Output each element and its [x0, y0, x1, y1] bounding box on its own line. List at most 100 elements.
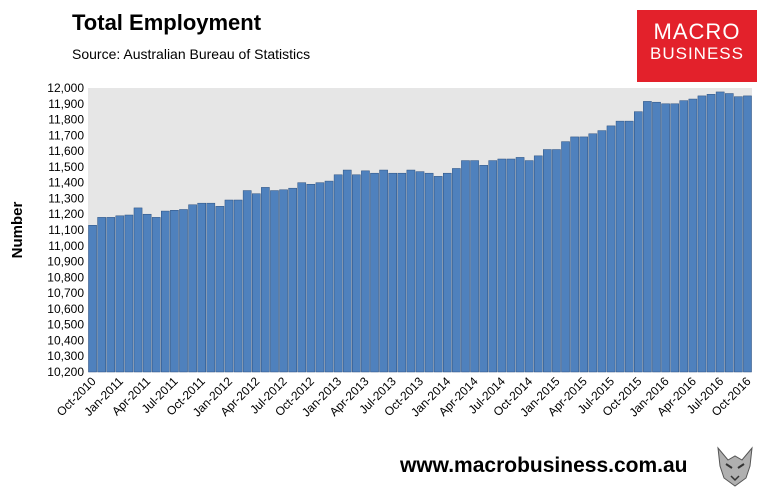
bar-Dec-2014: [543, 149, 552, 373]
y-tick-label: 11,500: [48, 160, 84, 174]
logo-line-2: BUSINESS: [650, 44, 744, 63]
y-tick-label: 10,900: [47, 255, 84, 269]
bar-Oct-2012: [306, 183, 316, 373]
y-tick-label: 10,200: [47, 365, 84, 379]
y-tick-label: 11,200: [48, 207, 84, 221]
footer-url: www.macrobusiness.com.au: [400, 454, 688, 477]
y-tick-label: 11,600: [48, 144, 84, 158]
bar-Mar-2013: [352, 174, 361, 373]
bar-Oct-2014: [524, 160, 534, 373]
bar-May-2013: [370, 172, 379, 373]
y-tick-label: 12,000: [47, 81, 84, 95]
y-tick-label: 10,700: [47, 286, 84, 300]
bar-May-2014: [479, 165, 488, 373]
bar-Apr-2012: [251, 193, 261, 373]
bar-Dec-2013: [433, 176, 443, 373]
bar-Jun-2013: [379, 169, 388, 373]
y-tick-label: 11,400: [48, 176, 84, 190]
bar-Jul-2013: [388, 172, 398, 373]
bar-Jan-2014: [442, 172, 452, 373]
bar-Oct-2011: [197, 202, 206, 373]
bar-Aug-2013: [397, 172, 407, 373]
y-tick-label: 11,100: [48, 223, 84, 237]
bar-Aug-2016: [724, 93, 734, 373]
y-tick-label: 10,400: [47, 333, 84, 347]
bar-Mar-2015: [570, 136, 579, 373]
bar-Jun-2014: [488, 160, 498, 373]
bar-Apr-2011: [142, 213, 152, 373]
y-tick-label: 11,000: [48, 239, 84, 253]
bar-Jul-2015: [606, 125, 616, 373]
bar-Mar-2011: [133, 207, 143, 373]
bar-Nov-2014: [533, 155, 543, 373]
bar-May-2016: [697, 95, 707, 373]
bar-Jan-2013: [333, 174, 343, 373]
y-tick-label: 11,800: [48, 113, 84, 127]
chart-title: Total Employment: [72, 10, 262, 35]
bar-May-2012: [261, 187, 270, 373]
bar-Feb-2014: [452, 168, 461, 373]
bar-Sep-2016: [734, 96, 743, 373]
bars-group: [88, 91, 752, 373]
bar-Dec-2012: [324, 180, 334, 373]
y-tick-label: 10,600: [47, 302, 84, 316]
y-tick-label: 10,300: [47, 349, 84, 363]
bar-Feb-2012: [233, 199, 243, 373]
bar-Apr-2014: [470, 160, 479, 373]
bar-Dec-2010: [106, 217, 116, 373]
bar-Jan-2015: [552, 149, 561, 373]
bar-Sep-2015: [624, 120, 634, 373]
bar-Feb-2013: [342, 169, 352, 373]
bar-Oct-2010: [88, 225, 97, 373]
bar-Apr-2015: [579, 136, 589, 373]
y-tick-label: 11,900: [48, 97, 84, 111]
bar-Jul-2012: [279, 189, 288, 373]
bar-Apr-2013: [361, 170, 370, 373]
bar-Jan-2012: [224, 199, 234, 373]
bar-Nov-2015: [643, 101, 652, 373]
bar-Feb-2011: [124, 214, 134, 373]
bar-Mar-2012: [242, 190, 252, 373]
bar-Feb-2015: [561, 141, 570, 373]
bar-Aug-2015: [615, 120, 625, 373]
bar-Mar-2016: [679, 100, 689, 373]
bar-May-2015: [588, 133, 598, 373]
bar-Sep-2014: [515, 157, 525, 373]
bar-Jul-2011: [170, 210, 179, 373]
bar-Sep-2011: [188, 204, 197, 373]
bar-Nov-2011: [206, 202, 216, 373]
macrobusiness-logo: MACRO BUSINESS: [637, 10, 757, 82]
bar-Nov-2010: [97, 217, 106, 373]
bar-Nov-2013: [424, 172, 434, 373]
bar-Jun-2015: [597, 130, 607, 373]
bar-Nov-2012: [315, 182, 325, 373]
y-tick-label: 11,300: [48, 191, 84, 205]
bar-Aug-2012: [288, 187, 297, 373]
bar-Dec-2015: [652, 101, 661, 373]
logo-line-1: MACRO: [653, 19, 741, 44]
y-tick-label: 10,500: [47, 318, 84, 332]
bar-Aug-2014: [506, 158, 516, 373]
bar-Sep-2013: [406, 169, 416, 373]
bar-Dec-2011: [215, 206, 225, 373]
x-axis-ticks: Oct-2010Jan-2011Apr-2011Jul-2011Oct-2011…: [54, 374, 754, 420]
wolf-logo-icon: [712, 444, 758, 488]
y-tick-label: 10,800: [47, 270, 84, 284]
bar-Oct-2013: [415, 171, 425, 373]
bar-Jul-2016: [715, 91, 725, 373]
bar-Oct-2016: [743, 95, 752, 373]
bar-Mar-2014: [461, 160, 470, 373]
y-tick-label: 11,700: [48, 128, 84, 142]
bar-Jun-2016: [706, 94, 716, 373]
bar-Feb-2016: [670, 103, 679, 373]
bar-Aug-2011: [179, 209, 188, 373]
bar-Oct-2015: [634, 111, 643, 373]
y-axis-label: Number: [9, 202, 26, 259]
bar-Apr-2016: [688, 98, 698, 373]
bar-Sep-2012: [297, 182, 307, 373]
bar-Jul-2014: [497, 158, 507, 373]
chart-source: Source: Australian Bureau of Statistics: [72, 46, 311, 62]
bar-May-2011: [151, 217, 161, 373]
